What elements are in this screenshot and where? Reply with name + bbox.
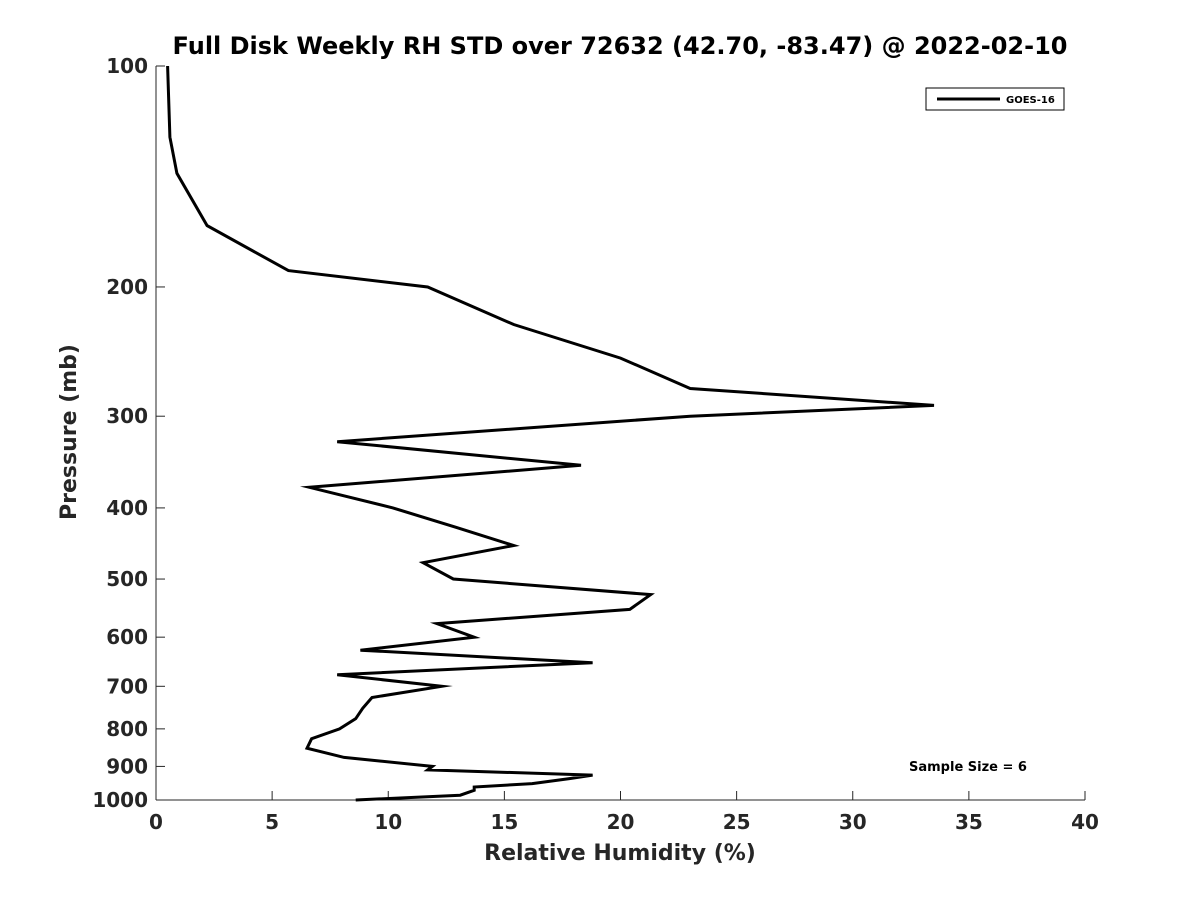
chart-title: Full Disk Weekly RH STD over 72632 (42.7… bbox=[173, 32, 1068, 60]
sample-size-annotation: Sample Size = 6 bbox=[909, 760, 1027, 775]
y-tick-label: 700 bbox=[106, 674, 148, 698]
y-tick-label: 100 bbox=[106, 54, 148, 78]
x-tick-label: 10 bbox=[374, 810, 402, 834]
x-tick-label: 40 bbox=[1071, 810, 1099, 834]
y-tick-label: 1000 bbox=[92, 788, 148, 812]
plot-axes: 0 5 10 15 20 25 30 35 40 100 200 300 400 500 600 700 800… bbox=[92, 54, 1099, 834]
y-tick-label: 500 bbox=[106, 567, 148, 591]
y-tick-label: 600 bbox=[106, 625, 148, 649]
x-tick-label: 20 bbox=[607, 810, 635, 834]
x-tick-label: 5 bbox=[265, 810, 279, 834]
y-tick-label: 900 bbox=[106, 754, 148, 778]
x-axis-label: Relative Humidity (%) bbox=[484, 841, 756, 866]
x-tick-label: 15 bbox=[490, 810, 518, 834]
y-tick-label: 400 bbox=[106, 496, 148, 520]
legend-label-goes-16: GOES-16 bbox=[1006, 95, 1055, 106]
series-layer bbox=[166, 65, 935, 802]
y-tick-label: 800 bbox=[106, 717, 148, 741]
series-line-goes-16 bbox=[166, 65, 935, 802]
x-tick-label: 35 bbox=[955, 810, 983, 834]
x-tick-label: 25 bbox=[723, 810, 751, 834]
y-tick-label: 200 bbox=[106, 275, 148, 299]
x-tick-label: 0 bbox=[149, 810, 163, 834]
y-axis-label: Pressure (mb) bbox=[57, 344, 82, 520]
y-tick-label: 300 bbox=[106, 404, 148, 428]
x-tick-label: 30 bbox=[839, 810, 867, 834]
legend: GOES-16 bbox=[925, 87, 1065, 111]
